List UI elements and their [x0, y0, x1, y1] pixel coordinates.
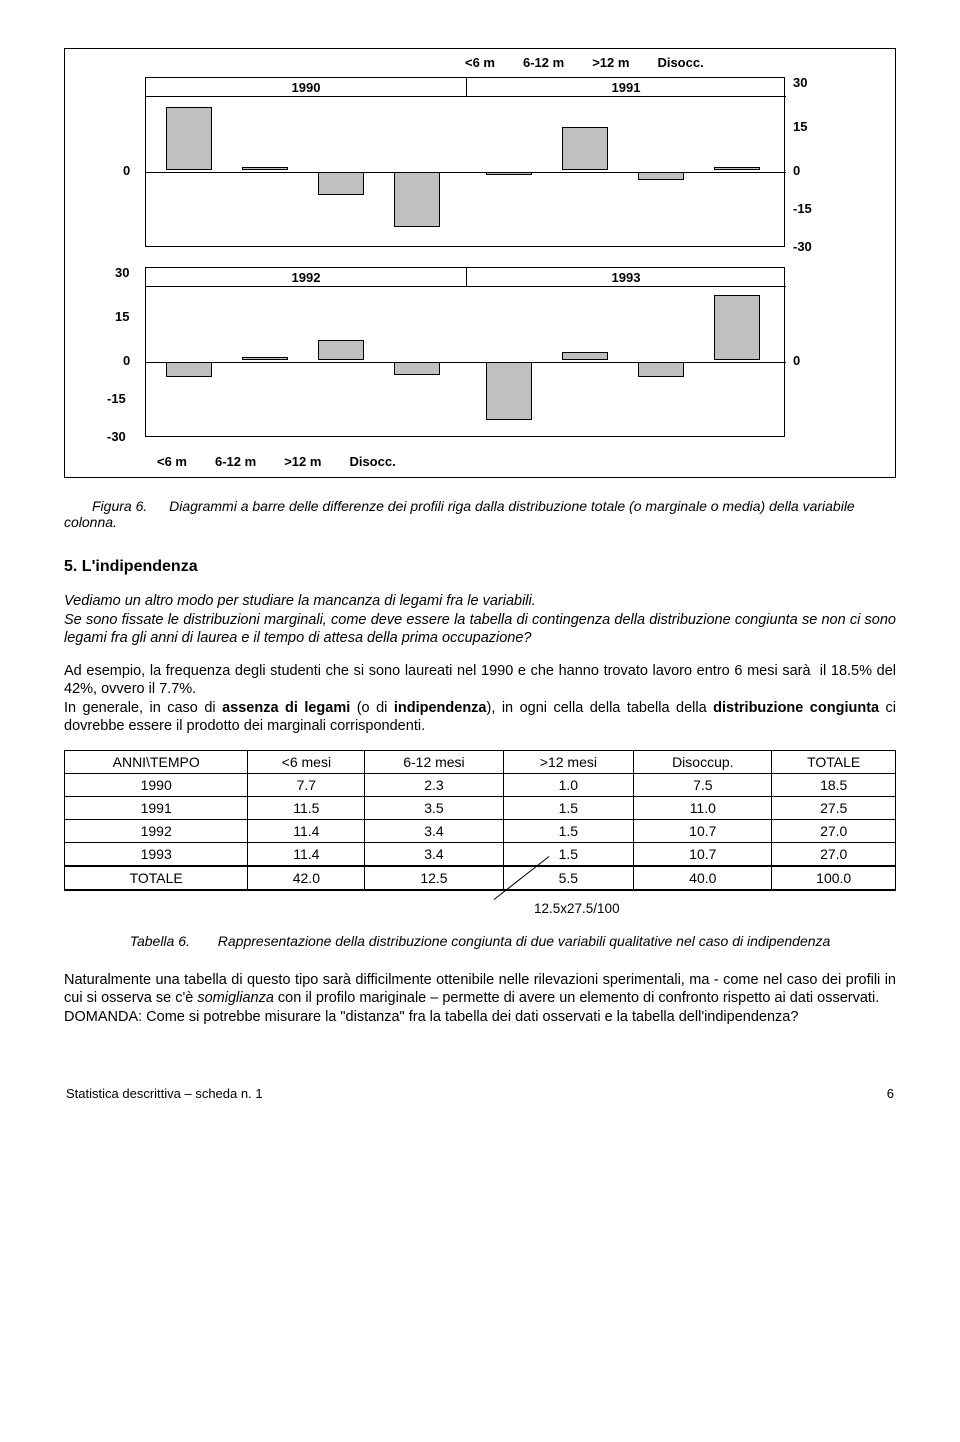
bar-1993-6-12 — [562, 352, 608, 360]
y-tick: 0 — [793, 353, 800, 368]
example-paragraph: Ad esempio, la frequenza degli studenti … — [64, 662, 896, 736]
x-axis-top-labels: <6 m 6-12 m >12 m Disocc. — [465, 55, 704, 70]
y-tick: -30 — [107, 429, 126, 444]
panel-title: 1992 — [146, 270, 466, 285]
bar-1993-gt12 — [638, 362, 684, 377]
y-tick: -15 — [107, 391, 126, 406]
table-caption-text: Rappresentazione della distribuzione con… — [218, 933, 831, 949]
bar-1992-disocc — [394, 362, 440, 375]
bar-1992-gt12 — [318, 340, 364, 360]
bar-1992-lt6 — [166, 362, 212, 377]
col-header: TOTALE — [772, 750, 896, 773]
y-tick: 30 — [115, 265, 129, 280]
table-row: 19907.72.31.07.518.5 — [65, 773, 896, 796]
x-axis-bottom-labels: <6 m 6-12 m >12 m Disocc. — [157, 454, 396, 469]
col-header: ANNI\TEMPO — [65, 750, 248, 773]
table-caption: Tabella 6. Rappresentazione della distri… — [64, 933, 896, 949]
bar-chart-panel-grid: <6 m 6-12 m >12 m Disocc. 1990 1991 — [64, 48, 896, 478]
panel-title: 1990 — [146, 80, 466, 95]
x-label: <6 m — [157, 454, 187, 469]
panel-title: 1991 — [466, 80, 786, 95]
table-row: 199111.53.51.511.027.5 — [65, 796, 896, 819]
panel-title: 1993 — [466, 270, 786, 285]
figure-label: Figura 6. — [92, 498, 147, 514]
y-tick: 0 — [123, 163, 130, 178]
bar-1992-6-12 — [242, 357, 288, 360]
y-tick: 0 — [793, 163, 800, 178]
x-label: 6-12 m — [215, 454, 256, 469]
y-tick: 30 — [793, 75, 807, 90]
bar-1990-6-12 — [242, 167, 288, 170]
section-heading: 5. L'indipendenza — [64, 558, 896, 576]
y-tick: 0 — [123, 353, 130, 368]
bar-1991-6-12 — [562, 127, 608, 170]
panel-row-bottom: 1992 1993 — [145, 267, 785, 437]
col-header: <6 mesi — [248, 750, 365, 773]
y-tick: -30 — [793, 239, 812, 254]
col-header: 6-12 mesi — [365, 750, 503, 773]
table-annotation: 12.5x27.5/100 — [64, 895, 896, 923]
bar-1991-gt12 — [638, 172, 684, 180]
col-header: >12 mesi — [503, 750, 634, 773]
bar-1991-disocc — [714, 167, 760, 170]
table-header-row: ANNI\TEMPO <6 mesi 6-12 mesi >12 mesi Di… — [65, 750, 896, 773]
x-label: >12 m — [592, 55, 629, 70]
closing-paragraph: Naturalmente una tabella di questo tipo … — [64, 971, 896, 1027]
panel-row-top: 1990 1991 — [145, 77, 785, 247]
y-tick: -15 — [793, 201, 812, 216]
y-tick: 15 — [793, 119, 807, 134]
intro-paragraph: Vediamo un altro modo per studiare la ma… — [64, 592, 896, 648]
table-row: 199311.43.41.510.727.0 — [65, 842, 896, 866]
x-label: >12 m — [284, 454, 321, 469]
figure-caption-text: Diagrammi a barre delle differenze dei p… — [64, 498, 855, 530]
footer-left: Statistica descrittiva – scheda n. 1 — [66, 1086, 263, 1101]
x-label: <6 m — [465, 55, 495, 70]
x-label: 6-12 m — [523, 55, 564, 70]
table-label: Tabella 6. — [130, 933, 190, 949]
contingency-table: ANNI\TEMPO <6 mesi 6-12 mesi >12 mesi Di… — [64, 750, 896, 891]
bar-1990-lt6 — [166, 107, 212, 170]
bar-1993-disocc — [714, 295, 760, 360]
footer-page-number: 6 — [887, 1086, 894, 1101]
annotation-text: 12.5x27.5/100 — [534, 901, 620, 916]
figure-caption: Figura 6. Diagrammi a barre delle differ… — [64, 498, 896, 530]
bar-1990-gt12 — [318, 172, 364, 195]
bar-1990-disocc — [394, 172, 440, 227]
x-label: Disocc. — [657, 55, 703, 70]
col-header: Disoccup. — [634, 750, 772, 773]
page-footer: Statistica descrittiva – scheda n. 1 6 — [64, 1086, 896, 1101]
x-label: Disocc. — [349, 454, 395, 469]
bar-1993-lt6 — [486, 362, 532, 420]
table-totals-row: TOTALE42.012.55.540.0100.0 — [65, 866, 896, 890]
y-tick: 15 — [115, 309, 129, 324]
table-row: 199211.43.41.510.727.0 — [65, 819, 896, 842]
